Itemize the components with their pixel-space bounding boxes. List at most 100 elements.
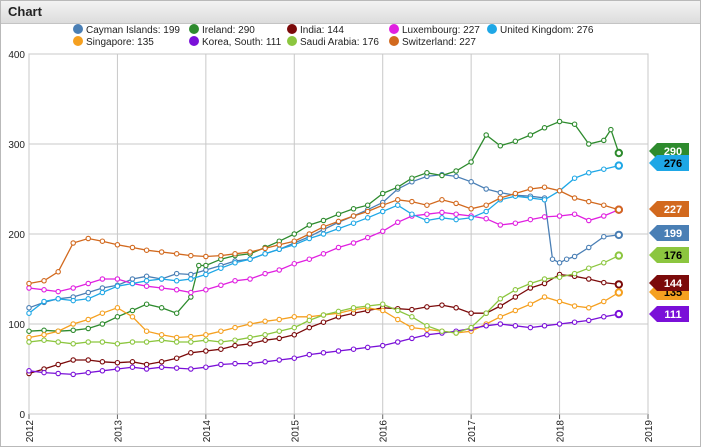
data-point xyxy=(483,208,489,215)
x-tick-label: 2017 xyxy=(467,420,478,443)
data-point xyxy=(306,222,313,228)
end-value-tag xyxy=(649,275,689,291)
data-point xyxy=(276,357,283,363)
data-point xyxy=(114,276,121,282)
data-point xyxy=(439,328,445,334)
data-point xyxy=(173,270,180,277)
data-point xyxy=(291,231,298,237)
data-point xyxy=(143,278,150,284)
data-point xyxy=(158,359,165,365)
data-point xyxy=(571,303,578,309)
data-point xyxy=(335,244,342,251)
data-point xyxy=(512,307,519,314)
data-point xyxy=(232,342,238,349)
data-point xyxy=(394,339,401,345)
data-point xyxy=(203,287,209,293)
data-point xyxy=(335,308,342,315)
data-point xyxy=(173,278,180,284)
data-point xyxy=(232,260,238,266)
data-point xyxy=(614,251,624,260)
data-point xyxy=(556,274,563,280)
end-value-label: 176 xyxy=(664,250,682,262)
data-point xyxy=(497,314,504,320)
x-tick-label: 2014 xyxy=(202,420,213,443)
end-value-tag xyxy=(649,155,689,171)
data-point xyxy=(586,217,592,224)
data-point xyxy=(424,217,430,224)
data-point xyxy=(541,184,548,190)
legend-swatch xyxy=(189,36,199,46)
data-point xyxy=(571,121,578,127)
data-point xyxy=(306,351,313,358)
data-point xyxy=(379,228,386,235)
data-point xyxy=(26,334,32,341)
legend-swatch xyxy=(389,36,399,46)
data-point xyxy=(586,276,592,282)
data-point xyxy=(129,364,136,370)
data-point xyxy=(439,197,445,203)
data-point xyxy=(218,328,224,334)
data-point xyxy=(247,321,253,327)
data-point xyxy=(99,368,106,374)
panel-titlebar: Chart xyxy=(1,1,700,24)
data-point xyxy=(394,202,401,208)
data-point xyxy=(541,276,548,282)
data-point xyxy=(483,132,489,138)
data-point xyxy=(85,325,91,332)
data-point xyxy=(262,245,268,252)
data-point xyxy=(218,361,224,368)
data-point xyxy=(218,346,224,352)
data-point xyxy=(556,118,563,125)
data-point xyxy=(70,297,76,304)
data-point xyxy=(114,341,121,347)
data-point xyxy=(541,323,548,329)
data-point xyxy=(143,361,150,368)
data-point xyxy=(541,280,548,287)
data-point xyxy=(556,213,563,219)
data-point xyxy=(614,205,624,214)
data-point xyxy=(320,319,327,325)
data-point xyxy=(394,316,401,323)
data-point xyxy=(512,190,519,197)
data-point xyxy=(453,330,459,336)
data-point xyxy=(350,206,357,212)
data-point xyxy=(497,195,504,201)
data-point xyxy=(276,316,283,323)
data-point xyxy=(409,175,415,181)
legend-label: Korea, South: 111 xyxy=(202,37,282,48)
data-point xyxy=(320,217,327,224)
data-point xyxy=(129,359,136,365)
data-point xyxy=(188,366,194,372)
data-point xyxy=(394,307,401,314)
data-point xyxy=(262,337,268,343)
data-point xyxy=(26,368,32,374)
y-tick-label: 200 xyxy=(8,230,25,241)
data-point xyxy=(188,252,194,259)
data-point xyxy=(218,339,224,345)
data-point xyxy=(563,256,570,262)
legend-swatch xyxy=(189,24,199,34)
panel-title: Chart xyxy=(8,4,42,19)
data-point xyxy=(114,366,121,372)
data-point xyxy=(527,216,534,223)
data-point xyxy=(129,314,136,320)
data-point xyxy=(497,296,504,302)
data-point xyxy=(85,339,91,345)
data-point xyxy=(41,369,47,376)
end-value-label: 276 xyxy=(664,158,682,170)
data-point xyxy=(409,306,415,313)
data-point xyxy=(335,225,342,232)
data-point xyxy=(512,287,519,293)
data-point xyxy=(26,305,32,311)
data-point xyxy=(129,339,136,345)
data-point xyxy=(409,335,415,342)
data-point xyxy=(70,327,76,334)
data-point xyxy=(85,289,91,296)
data-point xyxy=(379,307,386,314)
data-point xyxy=(483,310,489,316)
data-point xyxy=(173,310,180,316)
data-point xyxy=(158,285,165,291)
data-point xyxy=(114,242,121,248)
data-point xyxy=(556,188,563,194)
data-point xyxy=(26,339,32,345)
